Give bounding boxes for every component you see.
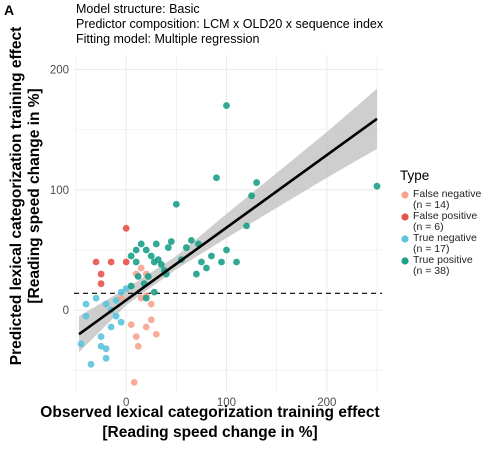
tick-labels: 0 100 200 0 100 200 bbox=[50, 64, 337, 409]
predictor-composition-text: Predictor composition: LCM x OLD20 x seq… bbox=[76, 17, 384, 31]
legend-true-negative-count: (n = 17) bbox=[413, 243, 450, 255]
y-axis-label-line2: [Reading speed change in %] bbox=[26, 88, 43, 304]
point-true-positive bbox=[147, 252, 155, 260]
point-true-negative bbox=[97, 333, 105, 341]
point-true-negative bbox=[77, 340, 85, 348]
regression-line bbox=[78, 117, 378, 336]
legend-false-positive-count: (n = 6) bbox=[413, 221, 444, 233]
point-false-negative bbox=[132, 333, 140, 341]
point-true-positive bbox=[213, 174, 220, 182]
y-tick-label: 0 bbox=[63, 305, 69, 317]
point-true-positive bbox=[157, 261, 165, 268]
legend-title: Type bbox=[400, 168, 430, 183]
point-true-positive bbox=[152, 240, 160, 248]
point-true-positive bbox=[203, 264, 210, 272]
point-false-negative bbox=[127, 321, 135, 328]
point-false-negative bbox=[130, 378, 138, 386]
point-true-negative bbox=[102, 345, 110, 353]
data-points bbox=[77, 102, 381, 386]
point-true-positive bbox=[192, 270, 200, 278]
regression-fit-line bbox=[78, 117, 378, 336]
point-true-positive bbox=[127, 282, 135, 290]
point-true-negative bbox=[82, 300, 90, 308]
x-tick-label: 200 bbox=[317, 397, 336, 409]
legend-label-false-positive: False positive (n = 6) bbox=[413, 211, 477, 233]
point-false-negative bbox=[147, 300, 155, 308]
legend-keys bbox=[401, 191, 409, 265]
point-false-positive bbox=[97, 280, 105, 288]
point-true-positive bbox=[134, 273, 142, 280]
point-true-positive bbox=[167, 238, 175, 245]
legend-label-true-negative: True negative (n = 17) bbox=[413, 233, 477, 255]
point-false-positive bbox=[122, 224, 130, 232]
point-true-negative bbox=[112, 312, 120, 320]
legend-key-false-negative bbox=[401, 191, 409, 199]
legend-key-true-negative bbox=[401, 235, 409, 243]
point-true-positive bbox=[208, 252, 215, 260]
point-true-positive bbox=[137, 240, 145, 248]
point-true-positive bbox=[198, 258, 205, 266]
y-axis-label-line1: Predicted lexical categorization trainin… bbox=[8, 26, 25, 366]
y-tick-label: 100 bbox=[50, 185, 69, 197]
point-true-positive bbox=[248, 192, 255, 200]
point-true-positive bbox=[187, 236, 195, 244]
point-true-negative bbox=[112, 297, 120, 304]
point-true-negative bbox=[87, 360, 95, 368]
point-true-negative bbox=[92, 294, 100, 302]
point-true-positive bbox=[233, 258, 240, 266]
point-true-negative bbox=[102, 300, 110, 308]
fitting-model-text: Fitting model: Multiple regression bbox=[76, 32, 260, 46]
point-false-positive bbox=[107, 258, 115, 266]
point-false-negative bbox=[147, 316, 155, 324]
point-false-positive bbox=[92, 258, 100, 266]
x-axis-label-line2: [Reading speed change in %] bbox=[102, 424, 318, 441]
point-false-negative bbox=[142, 323, 150, 331]
point-true-positive bbox=[132, 246, 140, 254]
point-true-negative bbox=[102, 354, 110, 362]
point-false-negative bbox=[152, 330, 160, 338]
point-true-positive bbox=[218, 258, 225, 266]
point-true-positive bbox=[142, 294, 150, 302]
point-true-negative bbox=[117, 318, 125, 326]
point-false-positive bbox=[122, 258, 130, 266]
legend-key-false-positive bbox=[401, 213, 409, 221]
model-structure-text: Model structure: Basic bbox=[76, 2, 200, 16]
legend-key-true-positive bbox=[401, 257, 409, 265]
point-true-positive bbox=[127, 252, 135, 260]
point-false-negative bbox=[134, 342, 142, 350]
point-true-positive bbox=[373, 182, 381, 190]
point-true-positive bbox=[243, 222, 250, 230]
point-true-negative bbox=[117, 288, 125, 296]
legend-false-positive-name: False positive bbox=[413, 210, 478, 222]
x-tick-label: 0 bbox=[123, 397, 129, 409]
point-true-positive bbox=[142, 246, 150, 254]
legend-label-false-negative: False negative (n = 14) bbox=[413, 189, 481, 211]
y-tick-label: 200 bbox=[50, 64, 69, 76]
point-true-positive bbox=[132, 258, 140, 266]
point-true-positive bbox=[223, 102, 230, 109]
point-true-negative bbox=[107, 323, 115, 331]
confidence-band-area bbox=[79, 88, 377, 353]
panel-label: A bbox=[4, 2, 15, 18]
point-false-negative bbox=[137, 264, 145, 272]
legend-false-negative-name: False negative bbox=[413, 188, 482, 200]
point-true-negative bbox=[82, 312, 90, 320]
legend-true-positive-count: (n = 38) bbox=[413, 265, 450, 277]
point-true-positive bbox=[253, 179, 260, 186]
confidence-band bbox=[79, 88, 377, 353]
point-true-positive bbox=[164, 244, 172, 251]
point-true-positive bbox=[144, 273, 152, 280]
point-true-positive bbox=[172, 200, 180, 208]
legend-true-positive-name: True positive bbox=[413, 254, 473, 266]
x-tick-label: 100 bbox=[217, 397, 236, 409]
point-false-positive bbox=[97, 270, 105, 278]
point-true-positive bbox=[150, 288, 158, 296]
legend-false-negative-count: (n = 14) bbox=[413, 199, 450, 211]
legend-true-negative-name: True negative bbox=[413, 232, 477, 244]
point-true-positive bbox=[182, 244, 190, 251]
point-true-positive bbox=[223, 246, 230, 254]
legend-label-true-positive: True positive (n = 38) bbox=[413, 255, 473, 277]
x-axis-label-line1: Observed lexical categorization training… bbox=[40, 404, 380, 421]
